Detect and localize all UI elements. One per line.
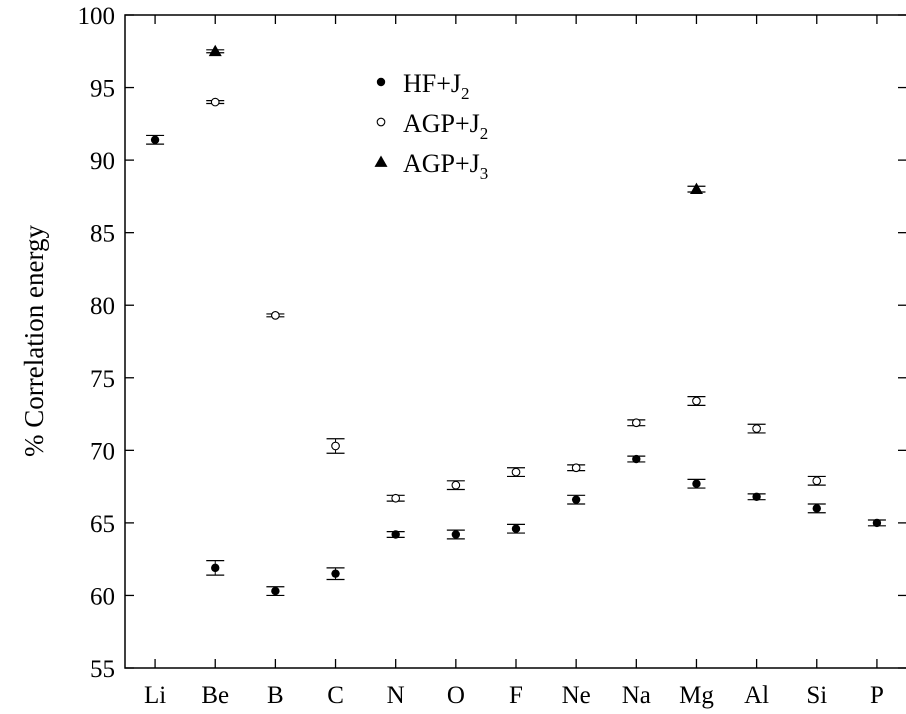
x-tick-label: Be bbox=[201, 682, 229, 709]
y-tick-label: 95 bbox=[90, 76, 115, 103]
y-tick-label: 55 bbox=[90, 656, 115, 683]
y-tick-label: 90 bbox=[90, 148, 115, 175]
x-tick-label: Si bbox=[806, 682, 827, 709]
x-axis: Li Be B C N O F Ne Na Mg Al Si P bbox=[144, 15, 884, 709]
series-agp-j2 bbox=[206, 97, 826, 503]
legend-marker bbox=[376, 117, 386, 127]
legend-label-main: HF+J bbox=[403, 69, 461, 98]
data-point bbox=[391, 530, 400, 539]
y-tick-label: 100 bbox=[78, 3, 116, 30]
legend-item: HF+J2 bbox=[376, 69, 470, 103]
y-tick-label: 75 bbox=[90, 366, 115, 393]
data-point bbox=[271, 586, 280, 596]
data-point bbox=[571, 463, 581, 473]
x-tick-label: Na bbox=[622, 682, 651, 709]
x-tick-label: Li bbox=[144, 682, 166, 709]
x-tick-label: P bbox=[870, 682, 884, 709]
x-tick-label: N bbox=[387, 682, 405, 709]
legend-label: HF+J2 bbox=[403, 69, 470, 103]
legend-marker bbox=[374, 155, 388, 167]
data-point bbox=[571, 495, 581, 504]
y-axis-label: % Correlation energy bbox=[19, 225, 49, 457]
legend-label-main: AGP+J bbox=[403, 149, 480, 178]
y-tick-label: 85 bbox=[90, 221, 115, 248]
data-point bbox=[752, 424, 761, 433]
data-point bbox=[812, 476, 822, 486]
x-tick-label: Ne bbox=[562, 682, 591, 709]
x-tick-label: F bbox=[509, 682, 523, 709]
legend-label-subscript: 3 bbox=[480, 164, 489, 183]
data-point bbox=[812, 504, 821, 513]
data-point bbox=[150, 135, 160, 144]
plot-frame bbox=[124, 14, 906, 669]
legend-item: AGP+J3 bbox=[374, 149, 488, 183]
data-point bbox=[511, 524, 521, 533]
legend-marker bbox=[376, 77, 386, 87]
data-point bbox=[632, 454, 641, 464]
data-point bbox=[692, 396, 701, 406]
x-tick-label: O bbox=[447, 682, 465, 709]
data-point bbox=[451, 480, 461, 490]
data-point bbox=[391, 493, 401, 503]
series-agp-j3 bbox=[206, 44, 706, 195]
x-tick-label: C bbox=[327, 682, 344, 709]
x-tick-label: Mg bbox=[679, 682, 714, 709]
x-tick-label: B bbox=[267, 682, 284, 709]
data-point bbox=[210, 97, 220, 107]
series-hf-j2 bbox=[146, 134, 886, 597]
data-point bbox=[271, 311, 280, 320]
data-point bbox=[208, 44, 222, 57]
data-point bbox=[752, 492, 761, 501]
y-tick-label: 65 bbox=[90, 511, 115, 538]
legend-label-subscript: 2 bbox=[480, 124, 489, 143]
data-point bbox=[331, 441, 340, 451]
data-point bbox=[331, 569, 340, 578]
y-axis: 55 60 65 70 75 80 85 90 95 100 bbox=[78, 3, 906, 683]
legend-label-main: AGP+J bbox=[403, 109, 480, 138]
data-point bbox=[872, 518, 882, 528]
data-point bbox=[451, 530, 461, 539]
legend-item: AGP+J2 bbox=[376, 109, 488, 143]
data-point bbox=[631, 418, 641, 428]
data-marks bbox=[146, 44, 886, 597]
data-point bbox=[689, 182, 703, 195]
y-tick-label: 70 bbox=[90, 438, 115, 465]
data-point bbox=[211, 563, 220, 573]
y-tick-label: 80 bbox=[90, 293, 115, 320]
legend-label: AGP+J3 bbox=[403, 149, 488, 183]
x-tick-label: Al bbox=[744, 682, 769, 709]
data-point bbox=[692, 479, 701, 488]
legend-label: AGP+J2 bbox=[403, 109, 488, 143]
y-tick-label: 60 bbox=[90, 583, 115, 610]
data-point bbox=[511, 467, 521, 477]
legend-label-subscript: 2 bbox=[461, 84, 470, 103]
